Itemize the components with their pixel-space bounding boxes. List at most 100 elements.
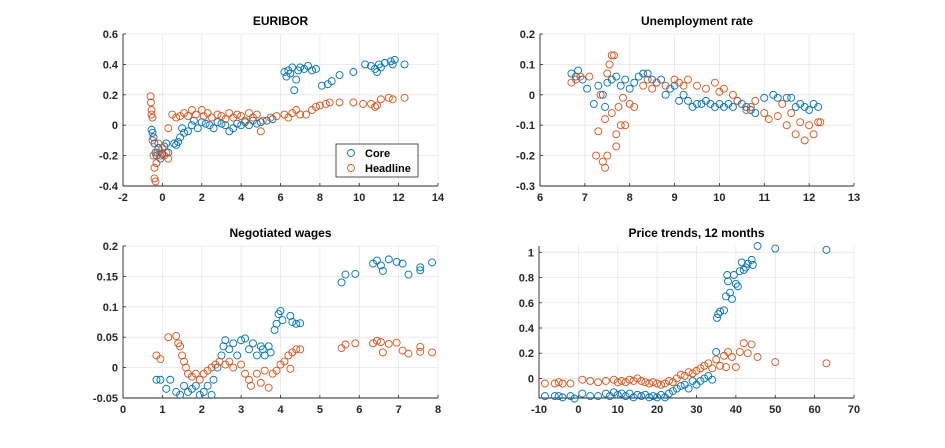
data-point-core	[327, 77, 336, 86]
data-point-core	[416, 266, 425, 275]
data-point-headline	[753, 353, 762, 361]
data-point-headline	[592, 151, 601, 160]
y-tick-label: -0.05	[93, 393, 118, 405]
subplot-title: EURIBOR	[253, 14, 309, 28]
y-tick-label: 0.1	[103, 302, 118, 314]
x-tick-label: 70	[848, 404, 860, 416]
data-point-core	[335, 71, 344, 79]
data-point-core	[675, 96, 684, 105]
y-tick-label: -0.4	[99, 181, 119, 193]
data-point-headline	[221, 115, 230, 124]
data-point-core	[174, 137, 183, 146]
x-tick-label: 2	[199, 192, 205, 204]
x-tick-label: 12	[393, 192, 405, 204]
data-point-core	[392, 257, 401, 266]
data-point-headline	[172, 113, 181, 122]
data-point-core	[176, 391, 185, 399]
data-point-headline	[359, 99, 368, 108]
data-point-headline	[554, 378, 563, 387]
data-point-headline	[256, 378, 265, 387]
y-tick-label: -0.2	[99, 151, 118, 163]
y-tick-label: 0.4	[519, 323, 535, 335]
data-point-core	[708, 375, 717, 384]
data-point-headline	[621, 378, 630, 387]
data-point-core	[637, 392, 646, 401]
data-point-core	[787, 93, 796, 102]
data-point-core	[245, 121, 253, 130]
data-point-headline	[596, 90, 605, 99]
x-tick-label: 50	[769, 404, 781, 416]
data-point-core	[540, 392, 549, 401]
data-point-headline	[369, 339, 377, 348]
data-point-core	[308, 66, 316, 75]
y-tick-label: 0	[528, 373, 534, 385]
x-tick-label: 1	[159, 404, 165, 416]
data-point-headline	[630, 103, 639, 111]
data-point-core	[390, 55, 399, 64]
data-point-core	[199, 387, 208, 396]
data-point-core	[612, 72, 621, 81]
data-point-headline	[378, 348, 387, 357]
data-point-core	[245, 345, 253, 354]
data-point-core	[609, 388, 618, 397]
data-point-headline	[612, 130, 621, 139]
data-point-headline	[164, 333, 173, 342]
data-point-headline	[172, 332, 181, 340]
data-point-headline	[146, 92, 155, 101]
data-point-core	[679, 90, 688, 99]
x-tick-label: 10	[713, 192, 725, 204]
data-point-headline	[594, 127, 603, 136]
data-point-headline	[585, 72, 594, 81]
data-point-core	[384, 255, 393, 264]
data-point-core	[684, 384, 693, 393]
data-point-headline	[791, 130, 800, 139]
data-point-headline	[782, 121, 791, 130]
data-point-headline	[688, 369, 697, 378]
subplot-euribor: -2 0 2 4 6 8 10 12 14 -0.4 -0.2 0 0.2 0.4 0.6 EURIBOR	[99, 14, 445, 204]
data-point-core	[248, 339, 257, 348]
series-core	[567, 66, 823, 117]
data-point-core	[213, 118, 222, 127]
series-headline	[146, 92, 409, 186]
data-point-headline	[751, 96, 760, 105]
subplot-negotiated-wages: 0 1 2 3 4 5 6 7 8-0.0500.050.10.150.2Negotiated …	[93, 226, 441, 416]
data-point-headline	[241, 369, 250, 378]
data-point-headline	[716, 361, 725, 370]
y-tick-label: 0.1	[520, 59, 535, 71]
data-point-headline	[325, 98, 334, 107]
data-point-headline	[696, 364, 705, 373]
data-point-headline	[684, 368, 693, 377]
data-point-core	[416, 263, 425, 272]
data-point-core	[292, 319, 301, 328]
data-point-headline	[578, 375, 587, 384]
data-point-core	[154, 144, 163, 152]
data-point-core	[601, 103, 609, 111]
data-point-headline	[735, 348, 744, 356]
legend: Core Headline	[335, 143, 419, 178]
x-tick-label: -10	[531, 404, 547, 416]
data-point-core	[288, 318, 297, 326]
data-point-headline	[540, 379, 549, 388]
data-point-headline	[607, 109, 616, 117]
data-point-headline	[272, 366, 281, 375]
data-point-core	[748, 260, 757, 269]
data-point-core	[630, 78, 639, 87]
data-point-core	[166, 375, 175, 384]
data-point-headline	[296, 110, 305, 119]
data-point-headline	[809, 130, 818, 139]
data-point-headline	[376, 95, 385, 104]
data-point-headline	[335, 98, 344, 107]
data-point-headline	[184, 112, 192, 121]
data-point-headline	[629, 377, 638, 385]
data-point-core	[337, 278, 346, 287]
data-point-headline	[712, 355, 721, 364]
data-point-core	[229, 124, 238, 133]
data-point-core	[304, 61, 313, 70]
data-point-headline	[416, 342, 425, 351]
y-tick-label: 1	[528, 247, 534, 259]
data-point-headline	[728, 90, 737, 99]
data-point-headline	[373, 101, 381, 110]
data-point-core	[341, 270, 350, 279]
data-point-core	[193, 124, 202, 133]
x-tick-label: 10	[353, 192, 365, 204]
